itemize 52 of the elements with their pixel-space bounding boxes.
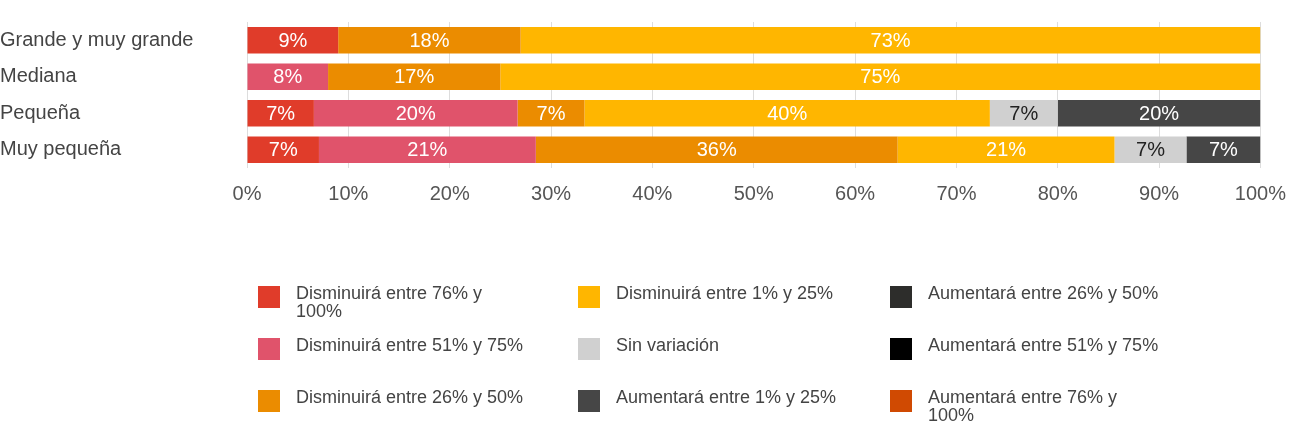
x-tick-label: 30% xyxy=(531,181,572,204)
data-label: 7% xyxy=(266,101,296,124)
data-label: 20% xyxy=(1139,101,1180,124)
data-label: 73% xyxy=(870,28,911,51)
legend-label: Disminuirá entre 51% y 75% xyxy=(296,335,525,355)
y-tick-label: Mediana xyxy=(0,64,78,87)
data-label: 18% xyxy=(409,28,450,51)
data-label: 7% xyxy=(1009,101,1039,124)
data-label: 21% xyxy=(407,138,448,161)
bar xyxy=(1057,100,1261,127)
bar xyxy=(584,100,990,127)
x-tick-label: 70% xyxy=(936,181,977,204)
data-label: 75% xyxy=(860,65,901,88)
legend-label: Aumentará entre 51% y 75% xyxy=(928,335,1160,355)
x-tick-label: 50% xyxy=(733,181,774,204)
data-label: 7% xyxy=(1208,138,1239,161)
x-tick-label: 90% xyxy=(1139,181,1180,204)
y-tick-label: Muy pequeña xyxy=(0,137,123,160)
bar xyxy=(328,63,501,90)
x-tick-label: 20% xyxy=(429,181,470,204)
data-label: 36% xyxy=(696,138,737,161)
data-label: 40% xyxy=(767,101,808,124)
bar xyxy=(535,136,898,163)
bar xyxy=(313,100,518,127)
bar xyxy=(500,63,1261,90)
bar xyxy=(338,27,521,54)
legend-label: Disminuirá entre 26% y 50% xyxy=(296,387,525,407)
legend-label: Sin variación xyxy=(616,335,721,355)
data-label: 20% xyxy=(395,101,436,124)
y-tick-label: Pequeña xyxy=(0,100,81,123)
x-tick-label: 10% xyxy=(328,181,369,204)
legend-label: Disminuirá entre 1% y 25% xyxy=(616,283,835,303)
legend-label: Aumentará entre 76% y 100% xyxy=(928,387,1119,425)
x-tick-label: 40% xyxy=(632,181,673,204)
y-tick-label: Grande y muy grande xyxy=(0,27,194,50)
data-label: 7% xyxy=(1136,138,1166,161)
legend-label: Aumentará entre 26% y 50% xyxy=(928,283,1160,303)
legend-label: Aumentará entre 1% y 25% xyxy=(616,387,838,407)
x-tick-label: 100% xyxy=(1234,181,1287,204)
data-label: 7% xyxy=(536,101,566,124)
data-label: 7% xyxy=(268,138,298,161)
data-label: 9% xyxy=(278,28,308,51)
data-label: 17% xyxy=(394,65,435,88)
data-label: 8% xyxy=(273,65,303,88)
bar xyxy=(520,27,1261,54)
bar xyxy=(897,136,1115,163)
legend-label: Disminuirá entre 76% y 100% xyxy=(296,283,484,321)
x-tick-label: 80% xyxy=(1037,181,1078,204)
x-tick-label: 60% xyxy=(835,181,876,204)
data-label: 21% xyxy=(986,138,1027,161)
x-tick-label: 0% xyxy=(232,181,262,204)
bar xyxy=(318,136,536,163)
